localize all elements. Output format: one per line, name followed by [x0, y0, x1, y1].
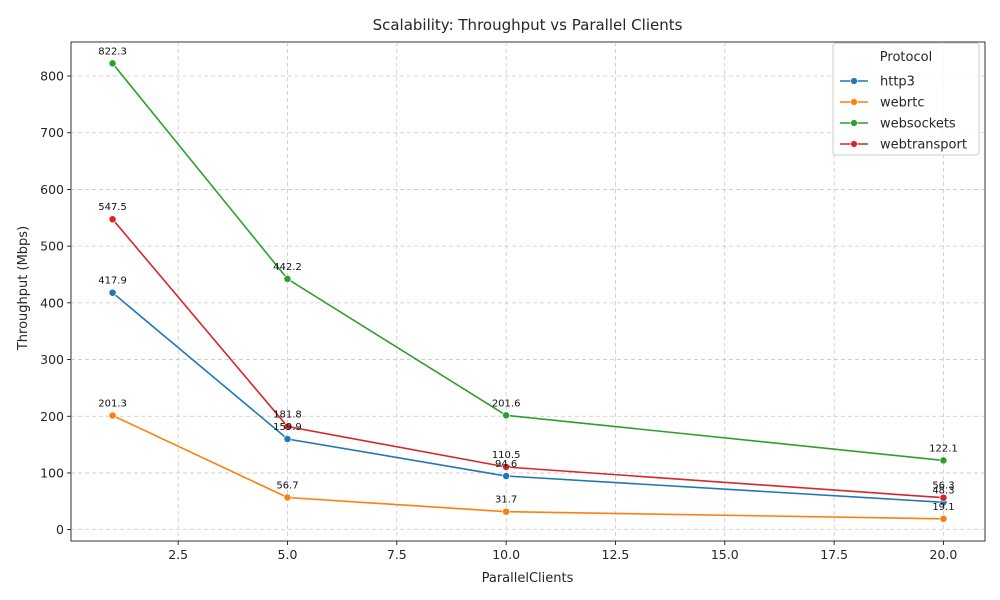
data-point-websockets: [108, 59, 117, 68]
data-label-websockets: 201.6: [492, 398, 521, 409]
legend-label-websockets: websockets: [880, 117, 956, 132]
y-tick-label: 100: [40, 465, 64, 480]
data-label-webrtc: 31.7: [495, 495, 517, 506]
data-point-http3: [502, 472, 511, 480]
x-tick-label: 17.5: [820, 547, 848, 562]
x-tick-label: 5.0: [278, 547, 298, 562]
data-label-webrtc: 56.7: [276, 481, 298, 492]
data-label-http3: 94.6: [495, 459, 517, 470]
data-point-webtransport: [502, 463, 511, 471]
series-line-webtransport: [111, 218, 944, 499]
x-tick-label: 20.0: [930, 547, 958, 562]
data-point-webrtc: [283, 493, 292, 502]
x-tick-label: 10.0: [492, 547, 520, 562]
data-point-webrtc: [939, 514, 948, 523]
data-point-websockets: [283, 274, 292, 283]
data-label-websockets: 442.2: [273, 262, 302, 273]
legend-marker-websockets: [850, 119, 858, 127]
y-tick-label: 0: [56, 522, 64, 537]
y-tick-label: 800: [40, 69, 64, 84]
x-tick-label: 7.5: [387, 547, 407, 562]
data-label-websockets: 822.3: [98, 46, 127, 57]
data-label-webrtc: 19.1: [932, 502, 954, 513]
data-point-webrtc: [502, 507, 511, 516]
legend: Protocol http3 webrtc websockets webtranspo…: [832, 42, 980, 156]
x-tick-label: 12.5: [602, 547, 630, 562]
y-tick-label: 200: [40, 409, 64, 424]
data-label-webrtc: 201.3: [98, 399, 127, 410]
x-tick-label: 15.0: [711, 547, 739, 562]
y-tick-label: 500: [40, 239, 64, 254]
data-label-webtransport: 181.8: [273, 410, 302, 421]
data-point-webtransport: [108, 215, 117, 224]
data-point-http3: [108, 288, 117, 297]
legend-marker-webrtc: [850, 98, 858, 106]
y-tick-label: 400: [40, 295, 64, 310]
y-tick-label: 600: [40, 182, 64, 197]
series-lines: [108, 59, 948, 523]
y-tick-label: 300: [40, 352, 64, 367]
x-axis-label: ParallelClients: [482, 571, 574, 586]
series-line-websockets: [111, 62, 944, 462]
data-labels: 417.9 159.9 94.6 48.3 201.3 56.7 31.7 19.1 822.3…: [98, 46, 958, 512]
chart-title: Scalability: Throughput vs Parallel Clie…: [373, 16, 683, 34]
y-axis: 0 100 200 300 400 500 600 700 800: [40, 69, 71, 537]
series-line-http3: [112, 292, 944, 504]
data-label-http3: 417.9: [98, 276, 127, 287]
x-tick-label: 2.5: [168, 547, 188, 562]
legend-title: Protocol: [880, 50, 932, 65]
data-point-websockets: [502, 411, 511, 420]
series-line-webrtc: [112, 414, 944, 520]
y-axis-label: Throughput (Mbps): [16, 226, 31, 351]
data-label-webtransport: 56.3: [932, 481, 954, 492]
data-label-webtransport: 110.5: [492, 450, 521, 461]
data-point-webrtc: [108, 411, 117, 420]
data-label-webtransport: 547.5: [98, 202, 127, 213]
y-tick-label: 700: [40, 125, 64, 140]
legend-marker-http3: [850, 77, 858, 85]
data-point-webtransport: [939, 493, 948, 502]
legend-label-webrtc: webrtc: [880, 96, 924, 111]
data-point-websockets: [939, 456, 948, 465]
legend-marker-webtransport: [850, 140, 858, 148]
x-axis: 2.5 5.0 7.5 10.0 12.5 15.0 17.5 20.0: [168, 541, 957, 562]
legend-label-webtransport: webtransport: [880, 138, 967, 153]
data-point-webtransport: [283, 422, 292, 431]
data-label-websockets: 122.1: [929, 443, 958, 454]
data-label-http3: 159.9: [273, 422, 302, 433]
data-point-http3: [283, 435, 292, 443]
data-label-http3: 48.3: [932, 485, 954, 496]
plot-area-frame: [70, 41, 986, 542]
legend-label-http3: http3: [880, 75, 915, 90]
legend-box: [832, 42, 980, 156]
